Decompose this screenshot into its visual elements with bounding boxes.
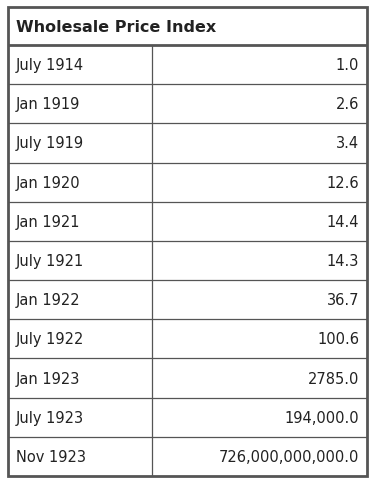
Text: Nov 1923: Nov 1923 xyxy=(16,449,86,464)
Text: Jan 1921: Jan 1921 xyxy=(16,214,81,229)
Text: July 1919: July 1919 xyxy=(16,136,84,151)
Text: 14.3: 14.3 xyxy=(327,254,359,269)
Text: Jan 1920: Jan 1920 xyxy=(16,175,81,190)
Text: Wholesale Price Index: Wholesale Price Index xyxy=(16,19,216,34)
Text: July 1914: July 1914 xyxy=(16,58,84,73)
Text: 194,000.0: 194,000.0 xyxy=(284,410,359,425)
Text: 726,000,000,000.0: 726,000,000,000.0 xyxy=(219,449,359,464)
Text: Jan 1923: Jan 1923 xyxy=(16,371,80,386)
Text: 2.6: 2.6 xyxy=(336,97,359,112)
Text: Jan 1922: Jan 1922 xyxy=(16,292,81,307)
Text: 1.0: 1.0 xyxy=(336,58,359,73)
Text: 100.6: 100.6 xyxy=(317,332,359,347)
Text: July 1923: July 1923 xyxy=(16,410,84,425)
Text: 12.6: 12.6 xyxy=(326,175,359,190)
Text: July 1922: July 1922 xyxy=(16,332,84,347)
Text: 14.4: 14.4 xyxy=(327,214,359,229)
Text: July 1921: July 1921 xyxy=(16,254,84,269)
Text: 36.7: 36.7 xyxy=(327,292,359,307)
Text: 2785.0: 2785.0 xyxy=(308,371,359,386)
Text: Jan 1919: Jan 1919 xyxy=(16,97,80,112)
Text: 3.4: 3.4 xyxy=(336,136,359,151)
